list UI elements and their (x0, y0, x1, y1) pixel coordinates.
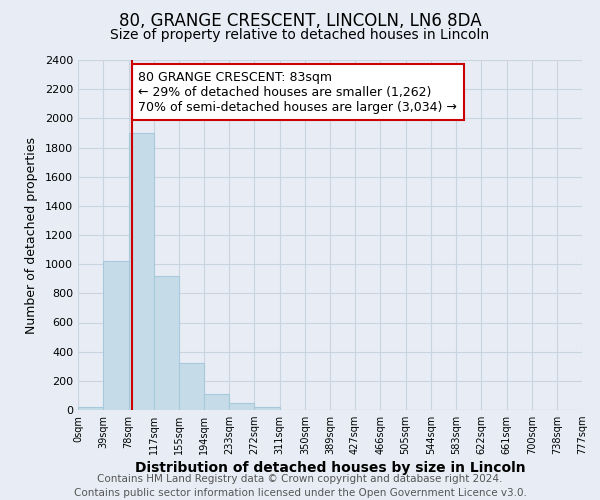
Bar (103, 261, 128, 410)
Bar (179, 364, 204, 410)
Text: 80, GRANGE CRESCENT, LINCOLN, LN6 8DA: 80, GRANGE CRESCENT, LINCOLN, LN6 8DA (119, 12, 481, 30)
Text: Contains HM Land Registry data © Crown copyright and database right 2024.
Contai: Contains HM Land Registry data © Crown c… (74, 474, 526, 498)
Bar (154, 276, 179, 410)
Bar (254, 407, 280, 410)
Bar (128, 133, 154, 410)
Y-axis label: Number of detached properties: Number of detached properties (25, 136, 38, 334)
Text: 80 GRANGE CRESCENT: 83sqm
← 29% of detached houses are smaller (1,262)
70% of se: 80 GRANGE CRESCENT: 83sqm ← 29% of detac… (139, 70, 457, 114)
X-axis label: Distribution of detached houses by size in Lincoln: Distribution of detached houses by size … (134, 462, 526, 475)
Bar (78, 407, 103, 410)
Bar (204, 394, 229, 410)
Text: Size of property relative to detached houses in Lincoln: Size of property relative to detached ho… (110, 28, 490, 42)
Bar (229, 402, 254, 410)
